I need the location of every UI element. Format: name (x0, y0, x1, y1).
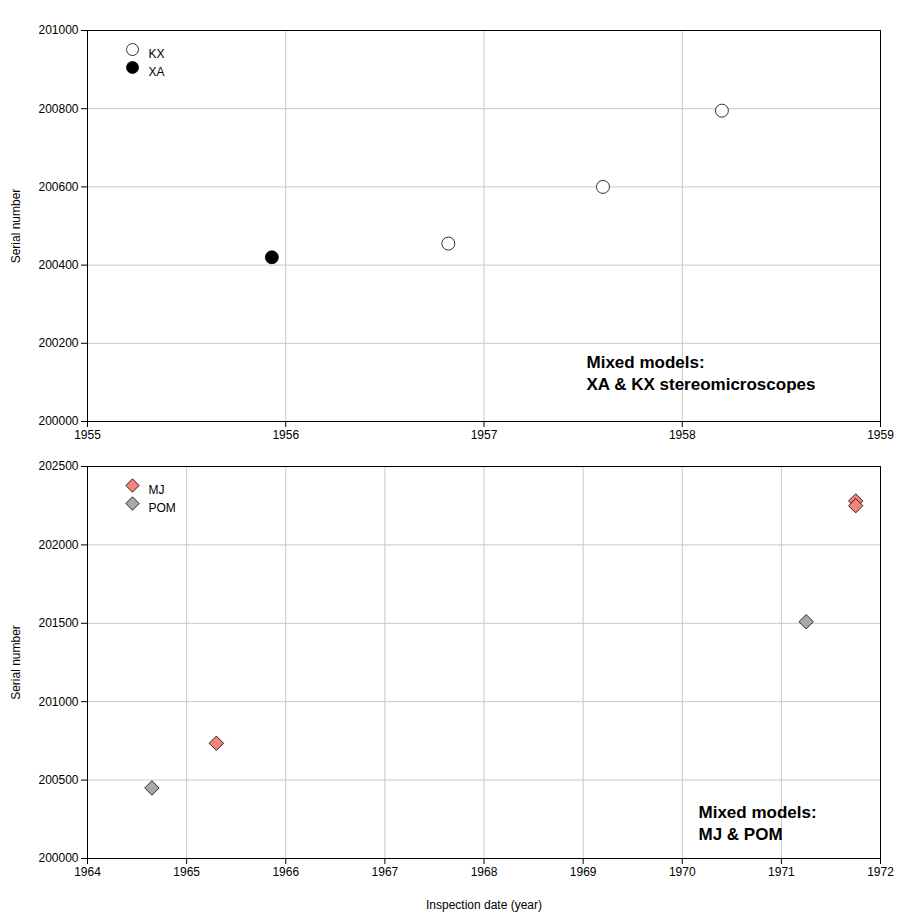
svg-text:201500: 201500 (38, 616, 78, 630)
svg-text:Mixed models:XA & KX stereomic: Mixed models:XA & KX stereomicroscopes (587, 353, 816, 394)
svg-text:KX: KX (149, 47, 165, 61)
svg-text:201000: 201000 (38, 23, 78, 37)
svg-text:200000: 200000 (38, 414, 78, 428)
svg-text:1955: 1955 (74, 428, 101, 442)
svg-text:1956: 1956 (272, 428, 299, 442)
svg-text:1968: 1968 (471, 865, 498, 879)
svg-text:Serial number: Serial number (9, 625, 23, 700)
svg-text:1965: 1965 (173, 865, 200, 879)
svg-text:202500: 202500 (38, 459, 78, 473)
svg-text:1969: 1969 (570, 865, 597, 879)
svg-text:1972: 1972 (867, 865, 894, 879)
svg-text:1958: 1958 (669, 428, 696, 442)
svg-text:1964: 1964 (74, 865, 101, 879)
svg-text:Serial number: Serial number (9, 189, 23, 264)
svg-text:1971: 1971 (768, 865, 795, 879)
svg-text:201000: 201000 (38, 695, 78, 709)
svg-text:1959: 1959 (867, 428, 894, 442)
svg-text:200800: 200800 (38, 102, 78, 116)
svg-text:200000: 200000 (38, 851, 78, 865)
svg-text:1967: 1967 (372, 865, 399, 879)
svg-text:200400: 200400 (38, 258, 78, 272)
svg-text:POM: POM (149, 501, 176, 515)
svg-text:XA: XA (149, 65, 165, 79)
svg-text:MJ: MJ (149, 483, 165, 497)
svg-text:1970: 1970 (669, 865, 696, 879)
svg-text:200600: 200600 (38, 180, 78, 194)
svg-text:202000: 202000 (38, 538, 78, 552)
svg-text:Mixed models:MJ & POM: Mixed models:MJ & POM (699, 803, 817, 844)
svg-text:Inspection date (year): Inspection date (year) (426, 898, 542, 912)
svg-text:200500: 200500 (38, 773, 78, 787)
svg-text:1966: 1966 (272, 865, 299, 879)
svg-text:1957: 1957 (471, 428, 498, 442)
svg-text:200200: 200200 (38, 336, 78, 350)
